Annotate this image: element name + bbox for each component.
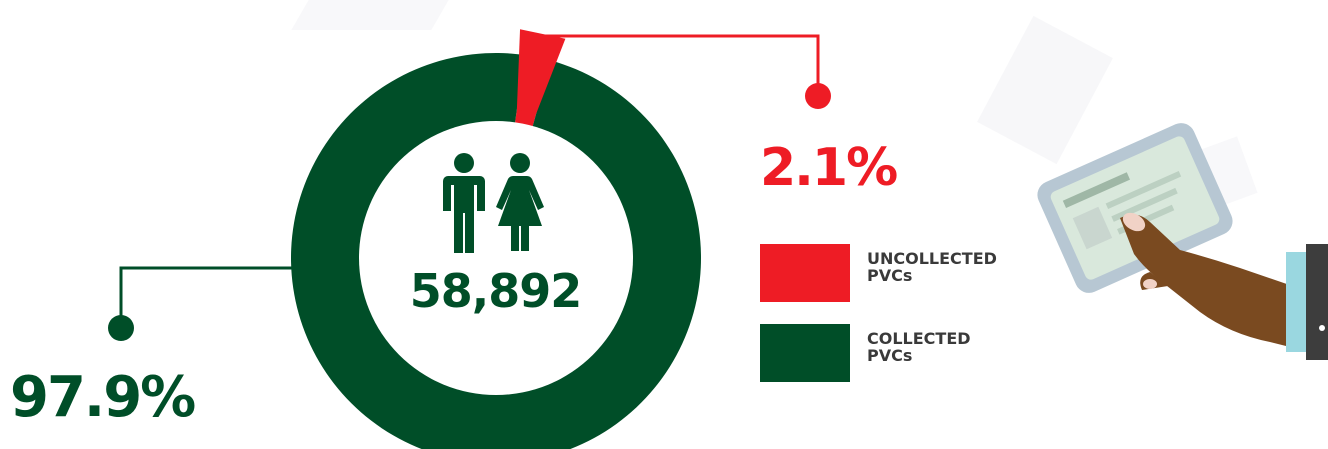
- hand-holding-voter-card: [1037, 123, 1328, 360]
- collected-leader-line: [119, 266, 296, 328]
- uncollected-leader-line: [540, 34, 820, 96]
- legend-swatch-collected: [760, 324, 850, 382]
- male-figure-icon: [443, 153, 485, 253]
- legend-label-uncollected: UNCOLLECTED PVCs: [867, 249, 997, 285]
- collected-percentage-label: 97.9%: [10, 365, 196, 430]
- legend-item-uncollected: UNCOLLECTED PVCs: [760, 244, 1060, 304]
- leader-lines: [108, 34, 831, 341]
- voter-card-image: [1037, 123, 1233, 293]
- sleeve-cuff: [1286, 244, 1328, 360]
- uncollected-percentage-label: 2.1%: [760, 138, 898, 198]
- male-female-people-icon: [443, 153, 544, 253]
- collected-leader-dot: [108, 315, 134, 341]
- female-figure-icon: [496, 153, 544, 251]
- legend-item-collected: COLLECTED PVCs: [760, 324, 1060, 384]
- hand-icon: [1120, 212, 1310, 352]
- uncollected-leader-dot: [805, 83, 831, 109]
- total-count: 58,892: [409, 264, 583, 318]
- legend-swatch-uncollected: [760, 244, 850, 302]
- legend-label-collected: COLLECTED PVCs: [867, 329, 971, 365]
- donut-slice-uncollected-highlight: [516, 29, 566, 114]
- donut-hole: [359, 121, 633, 395]
